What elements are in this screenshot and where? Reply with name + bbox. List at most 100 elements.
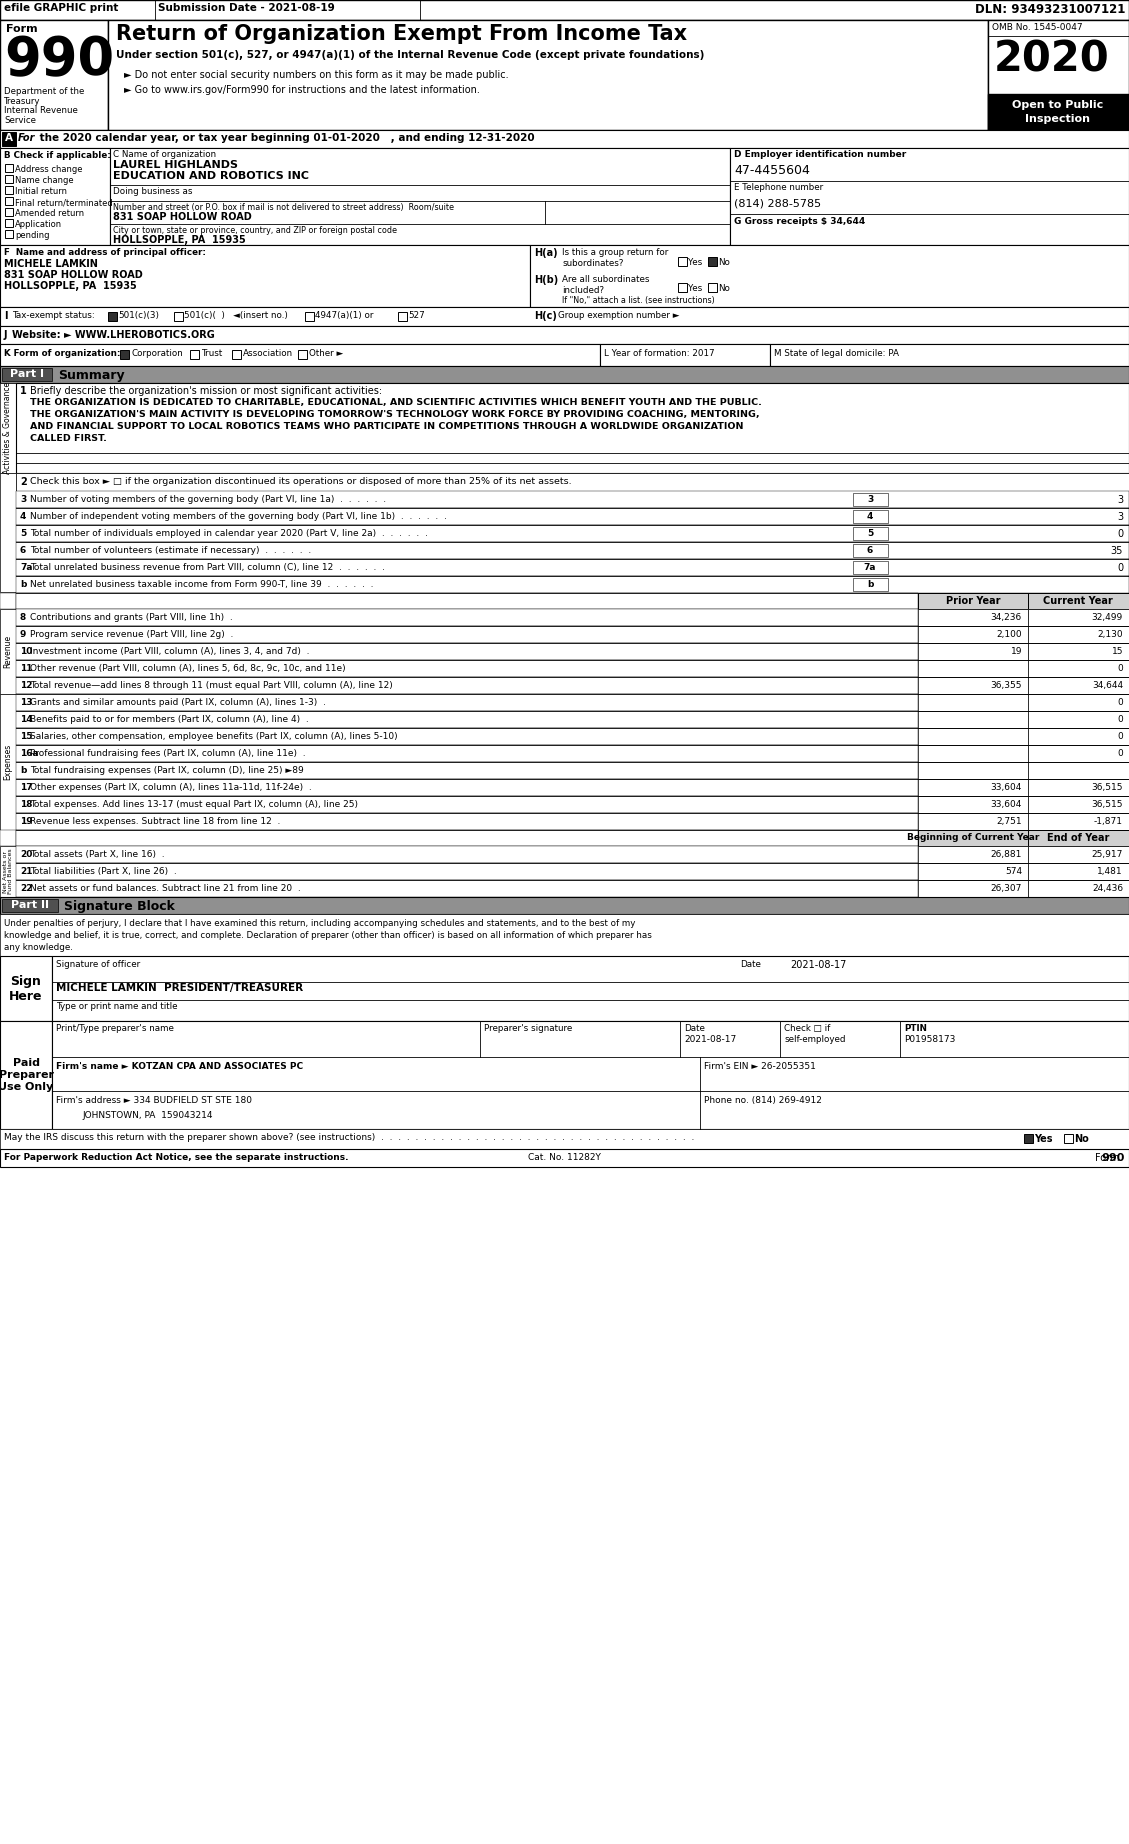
Text: HOLLSOPPLE, PA  15935: HOLLSOPPLE, PA 15935	[113, 234, 246, 245]
Text: Prior Year: Prior Year	[946, 596, 1000, 607]
Bar	[0, 915, 1129, 955]
Text: Open to Public: Open to Public	[1013, 100, 1104, 111]
Text: 10: 10	[20, 647, 33, 656]
Bar	[918, 609, 1029, 625]
Bar	[110, 148, 730, 245]
Bar	[918, 712, 1029, 728]
Text: 14: 14	[20, 715, 33, 725]
Bar	[0, 693, 16, 830]
Text: 527: 527	[408, 312, 425, 321]
Bar	[918, 778, 1029, 797]
Text: THE ORGANIZATION'S MAIN ACTIVITY IS DEVELOPING TOMORROW'S TECHNOLOGY WORK FORCE : THE ORGANIZATION'S MAIN ACTIVITY IS DEVE…	[30, 409, 760, 419]
Text: HOLLSOPPLE, PA  15935: HOLLSOPPLE, PA 15935	[5, 280, 137, 291]
Bar	[2, 133, 16, 146]
Text: 0: 0	[1117, 529, 1123, 538]
Text: 3: 3	[867, 494, 873, 503]
Bar	[16, 778, 918, 797]
Text: AND FINANCIAL SUPPORT TO LOCAL ROBOTICS TEAMS WHO PARTICIPATE IN COMPETITIONS TH: AND FINANCIAL SUPPORT TO LOCAL ROBOTICS …	[30, 422, 744, 431]
Bar	[0, 326, 1129, 345]
Text: Total assets (Part X, line 16)  .: Total assets (Part X, line 16) .	[30, 850, 165, 859]
Text: 33,604: 33,604	[990, 800, 1022, 810]
Text: Department of the: Department of the	[5, 87, 85, 96]
Text: Firm's EIN ► 26-2055351: Firm's EIN ► 26-2055351	[704, 1062, 816, 1071]
Text: any knowledge.: any knowledge.	[5, 942, 73, 952]
Bar	[231, 350, 240, 360]
Text: efile GRAPHIC print: efile GRAPHIC print	[5, 4, 119, 13]
Bar	[708, 256, 717, 266]
Bar	[708, 282, 717, 291]
Text: 25,917: 25,917	[1092, 850, 1123, 859]
Bar	[5, 175, 14, 183]
Text: 32,499: 32,499	[1092, 612, 1123, 621]
Bar	[16, 880, 918, 896]
Bar	[399, 312, 406, 321]
Text: End of Year: End of Year	[1047, 833, 1109, 843]
Bar	[1029, 594, 1129, 609]
Bar	[2, 900, 58, 913]
Text: 36,515: 36,515	[1092, 800, 1123, 810]
Text: Paid
Preparer
Use Only: Paid Preparer Use Only	[0, 1058, 53, 1092]
Text: I: I	[5, 312, 8, 321]
Text: Tax-exempt status:: Tax-exempt status:	[12, 312, 95, 321]
Text: B Check if applicable:: B Check if applicable:	[5, 151, 111, 160]
Text: Inspection: Inspection	[1025, 114, 1091, 124]
Text: 4: 4	[867, 513, 873, 522]
Bar	[918, 660, 1029, 677]
Bar	[0, 306, 1129, 326]
Text: Salaries, other compensation, employee benefits (Part IX, column (A), lines 5-10: Salaries, other compensation, employee b…	[30, 732, 397, 741]
Text: Firm's name ► KOTZAN CPA AND ASSOCIATES PC: Firm's name ► KOTZAN CPA AND ASSOCIATES …	[56, 1062, 303, 1071]
Text: 11: 11	[20, 664, 33, 673]
Bar	[16, 609, 918, 625]
Text: 18: 18	[20, 800, 33, 810]
Text: 13: 13	[20, 699, 33, 706]
Bar	[16, 863, 918, 880]
Text: Internal Revenue: Internal Revenue	[5, 105, 78, 114]
Text: Summary: Summary	[58, 369, 124, 382]
Text: Yes: Yes	[1034, 1134, 1052, 1143]
Bar	[0, 148, 110, 245]
Text: May the IRS discuss this return with the preparer shown above? (see instructions: May the IRS discuss this return with the…	[5, 1132, 694, 1141]
Bar	[0, 896, 1129, 915]
Bar	[5, 219, 14, 227]
Text: Current Year: Current Year	[1043, 596, 1113, 607]
Text: Yes: Yes	[688, 258, 702, 267]
Text: Form: Form	[6, 24, 37, 33]
Text: Cat. No. 11282Y: Cat. No. 11282Y	[527, 1152, 601, 1162]
Text: Part I: Part I	[10, 369, 44, 380]
Text: 4: 4	[20, 513, 26, 522]
Bar	[0, 609, 16, 693]
Bar	[918, 762, 1029, 778]
Bar	[16, 813, 918, 830]
Text: Activities & Governance: Activities & Governance	[3, 382, 12, 474]
Text: Preparer's signature: Preparer's signature	[484, 1023, 572, 1033]
Text: pending: pending	[15, 230, 50, 240]
Text: 47-4455604: 47-4455604	[734, 164, 809, 177]
Bar	[988, 94, 1129, 129]
Text: OMB No. 1545-0047: OMB No. 1545-0047	[992, 22, 1083, 31]
Text: Form: Form	[1095, 1152, 1123, 1164]
Bar	[16, 693, 918, 712]
Bar	[918, 594, 1029, 609]
Text: Net assets or fund balances. Subtract line 21 from line 20  .: Net assets or fund balances. Subtract li…	[30, 883, 300, 892]
Bar	[52, 1022, 1129, 1129]
Text: EDUCATION AND ROBOTICS INC: EDUCATION AND ROBOTICS INC	[113, 171, 309, 181]
Text: 990: 990	[1102, 1152, 1124, 1164]
Bar	[918, 625, 1029, 644]
Text: Total fundraising expenses (Part IX, column (D), line 25) ►89: Total fundraising expenses (Part IX, col…	[30, 765, 304, 774]
Bar	[1029, 813, 1129, 830]
Bar	[1029, 830, 1129, 846]
Text: subordinates?: subordinates?	[562, 258, 623, 267]
Bar	[120, 350, 129, 360]
Text: 501(c)(3): 501(c)(3)	[119, 312, 159, 321]
Bar	[190, 350, 199, 360]
Bar	[918, 745, 1029, 762]
Bar	[0, 20, 108, 129]
Text: 831 SOAP HOLLOW ROAD: 831 SOAP HOLLOW ROAD	[5, 269, 142, 280]
Text: 12: 12	[20, 680, 33, 690]
Text: 831 SOAP HOLLOW ROAD: 831 SOAP HOLLOW ROAD	[113, 212, 252, 221]
Text: 34,644: 34,644	[1092, 680, 1123, 690]
Bar	[0, 365, 1129, 384]
Text: E Telephone number: E Telephone number	[734, 183, 823, 192]
Text: Sign
Here: Sign Here	[9, 974, 43, 1003]
Text: Group exemption number ►: Group exemption number ►	[558, 312, 680, 321]
